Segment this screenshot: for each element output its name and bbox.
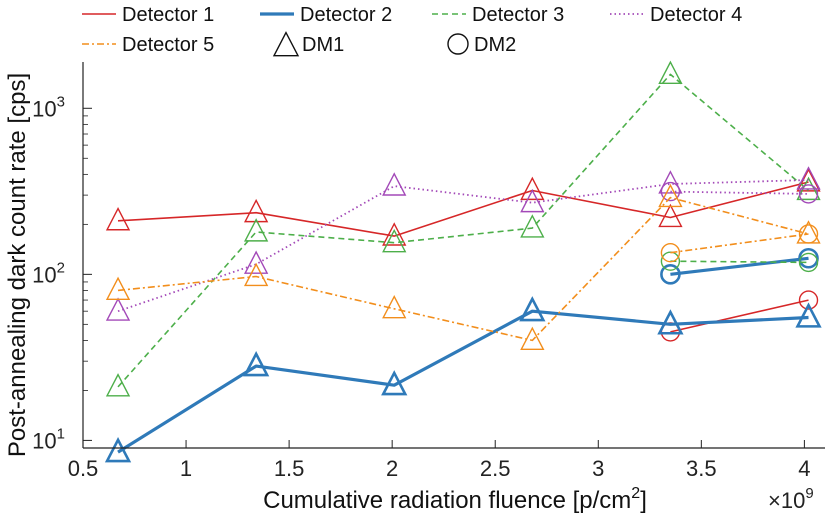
- series-5-dm1-point: [243, 262, 269, 287]
- legend-label-1: Detector 1: [122, 4, 214, 26]
- x-tick-label: 1.5: [274, 456, 305, 481]
- series-2-dm2-line: [670, 256, 809, 276]
- x-multiplier-base: ×10: [768, 488, 805, 513]
- y-axis-title: Post-annealing dark count rate [cps]: [4, 73, 31, 457]
- series-5: [105, 183, 821, 351]
- series-3-dm1-point: [658, 60, 683, 85]
- legend-triangle-icon: [272, 31, 300, 57]
- series-5-dm2-point: [660, 243, 681, 263]
- series-3-dm1-point: [382, 228, 407, 253]
- series-1-dm2-line: [670, 299, 809, 333]
- series-2-dm1-point: [104, 437, 132, 463]
- legend-label-4: Detector 4: [650, 4, 742, 26]
- series-4-dm1-point: [382, 172, 407, 196]
- series-1-dm1-point: [796, 168, 821, 192]
- series-2-dm2-point: [798, 247, 819, 269]
- series-4-dm2-point: [798, 184, 819, 204]
- legend-marker-triangle: DM1: [272, 31, 344, 57]
- legend-item-5: Detector 5: [82, 34, 214, 56]
- series-3-dm1-point: [105, 373, 131, 397]
- series-1-dm1-point: [382, 222, 407, 246]
- x-tick-label: 3: [592, 456, 604, 481]
- y-tick-label: 102: [32, 259, 65, 287]
- x-tick-label: 3.5: [686, 456, 717, 481]
- series-4-dm1-point: [520, 188, 545, 213]
- series-3: [105, 60, 821, 397]
- series-5-dm1-point: [658, 183, 683, 208]
- legend-marker-label: DM1: [302, 34, 344, 56]
- series-4-dm2-point: [660, 181, 681, 202]
- x-tick-label: 0.5: [68, 456, 99, 481]
- series-2: [104, 247, 822, 463]
- series-group: [104, 60, 822, 463]
- series-4-dm2-line: [670, 190, 809, 195]
- y-tick-exp: 3: [57, 93, 65, 110]
- x-multiplier: ×109: [768, 485, 814, 513]
- series-5-dm2-point: [798, 224, 819, 244]
- x-tick-label: 2: [386, 456, 398, 481]
- legend-label-5: Detector 5: [122, 34, 214, 56]
- y-tick-exp: 1: [57, 425, 65, 442]
- x-axis-title-main: Cumulative radiation fluence [p/cm: [263, 487, 631, 514]
- y-tick-exp: 2: [57, 259, 65, 276]
- series-4-dm1-point: [658, 170, 683, 194]
- legend-label-3: Detector 3: [472, 4, 564, 26]
- y-tick-base: 10: [32, 428, 56, 453]
- series-2-dm1-line: [117, 309, 809, 454]
- series-3-dm2-line: [670, 260, 809, 264]
- series-3-dm2-point: [798, 252, 819, 273]
- series-2-dm1-point: [657, 309, 684, 335]
- series-2-dm2-point: [660, 264, 681, 285]
- series-4: [105, 166, 821, 321]
- x-tick-label: 1: [180, 456, 192, 481]
- legend-marker-label: DM2: [474, 34, 516, 56]
- series-4-dm1-point: [243, 250, 269, 274]
- y-tick-base: 10: [32, 262, 56, 287]
- legend-item-2: Detector 2: [260, 4, 392, 26]
- series-4-dm1-point: [796, 166, 821, 190]
- x-axis-title-sup: 2: [631, 485, 640, 502]
- y-tick-label: 101: [32, 425, 65, 453]
- x-tick-label: 4: [798, 456, 810, 481]
- series-2-dm1-point: [242, 351, 270, 377]
- series-5-dm1-point: [105, 276, 131, 301]
- series-1-dm1-point: [243, 198, 269, 223]
- series-1-dm1-point: [105, 207, 131, 231]
- series-5-dm1-line: [117, 196, 809, 342]
- series-1-dm1-point: [520, 176, 545, 201]
- legend-item-1: Detector 1: [82, 4, 214, 26]
- series-1-dm1-point: [658, 203, 683, 228]
- series-1: [105, 168, 821, 342]
- y-tick-base: 10: [32, 96, 56, 121]
- series-3-dm1-line: [117, 73, 810, 388]
- y-tick-label: 103: [32, 93, 65, 121]
- legend: Detector 1 Detector 2 Detector 3 Detector 4…: [82, 4, 742, 57]
- x-axis-title-end: ]: [640, 487, 647, 514]
- x-axis-title: Cumulative radiation fluence [p/cm2]: [263, 485, 647, 514]
- x-tick-label: 2.5: [480, 456, 511, 481]
- series-4-dm1-line: [117, 179, 809, 313]
- legend-marker-circle: DM2: [447, 33, 516, 56]
- series-2-dm1-point: [795, 302, 822, 328]
- legend-label-2: Detector 2: [300, 4, 392, 26]
- series-1-dm2-point: [798, 290, 819, 310]
- series-3-dm1-point: [243, 218, 269, 242]
- series-5-dm1-point: [382, 295, 407, 319]
- legend-circle-icon: [447, 33, 469, 55]
- legend-item-4: Detector 4: [610, 4, 742, 26]
- series-3-dm1-point: [520, 214, 545, 238]
- series-2-dm1-point: [519, 296, 546, 322]
- x-multiplier-exp: 9: [805, 485, 813, 502]
- series-5-dm2-line: [670, 233, 809, 254]
- series-4-dm1-point: [105, 297, 131, 321]
- series-2-dm1-point: [381, 370, 408, 396]
- legend-item-3: Detector 3: [432, 4, 564, 26]
- series-5-dm1-point: [520, 326, 545, 351]
- series-1-dm1-line: [117, 181, 809, 237]
